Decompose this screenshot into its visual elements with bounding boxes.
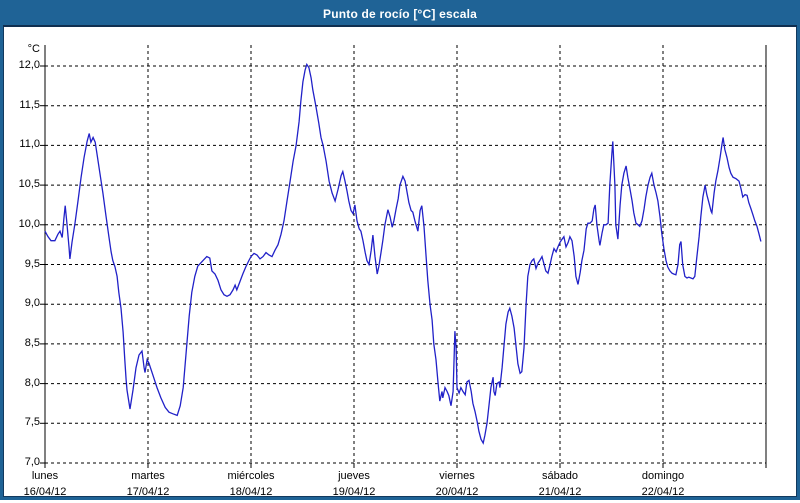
y-tick-label: 11,5 xyxy=(19,98,40,111)
y-tick-label: 7,0 xyxy=(24,456,40,468)
day-label: domingo xyxy=(641,470,685,482)
y-tick-label: 8,5 xyxy=(24,336,40,349)
day-label: lunes xyxy=(31,470,59,482)
y-tick-label: 9,0 xyxy=(24,297,40,310)
y-tick-label: 12,0 xyxy=(18,59,40,71)
chart-area: °C 12,0 11,5 11,0 10,5 10,0 9,5 9,0 8,5 8,0 7,5 7,… xyxy=(3,27,797,498)
date-label: 21/04/12 xyxy=(538,486,582,498)
y-tick-label: 11,0 xyxy=(19,138,40,151)
date-label: 20/04/12 xyxy=(435,486,479,498)
y-tick-label: 7,5 xyxy=(24,416,40,429)
date-label: 16/04/12 xyxy=(23,486,67,498)
chart-title: Punto de rocío [°C] escala xyxy=(322,7,478,21)
y-axis-unit: °C xyxy=(27,43,40,55)
dewpoint-line xyxy=(44,62,762,445)
date-label: 17/04/12 xyxy=(126,486,170,498)
date-label: 22/04/12 xyxy=(641,486,685,498)
date-label: 19/04/12 xyxy=(332,486,376,498)
y-tick-label: 10,5 xyxy=(18,178,40,191)
day-label: martes xyxy=(131,470,165,482)
plot-svg xyxy=(40,45,767,468)
y-tick-label: 8,0 xyxy=(24,376,40,389)
day-label: viernes xyxy=(439,470,475,482)
title-bar: Punto de rocío [°C] escala xyxy=(3,3,797,27)
y-tick-label: 10,0 xyxy=(18,217,40,230)
y-tick-label: 9,5 xyxy=(24,257,40,270)
date-label: 18/04/12 xyxy=(229,486,273,498)
day-label: jueves xyxy=(338,470,370,482)
day-label: sábado xyxy=(541,470,579,482)
day-label: miércoles xyxy=(227,470,275,482)
